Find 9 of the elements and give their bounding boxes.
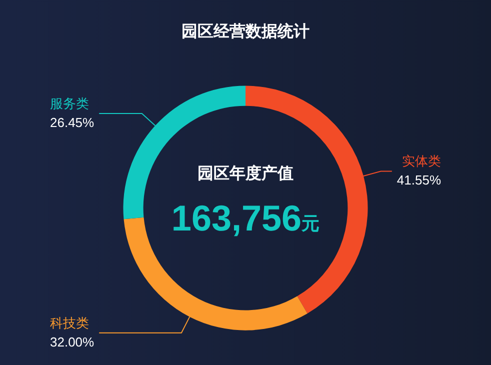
data-label: 26.45% xyxy=(50,114,95,130)
data-label: 41.55% xyxy=(396,172,442,188)
slice-label: 实体类 xyxy=(402,154,441,170)
slice-label: 服务类 xyxy=(50,96,89,112)
text: 163,756元 xyxy=(171,198,320,238)
chart-title: 园区经营数据统计 xyxy=(182,22,310,40)
data-label: 32.00% xyxy=(50,334,95,350)
slice-label: 科技类 xyxy=(50,316,89,332)
text: 园区年度产值 xyxy=(198,164,294,182)
